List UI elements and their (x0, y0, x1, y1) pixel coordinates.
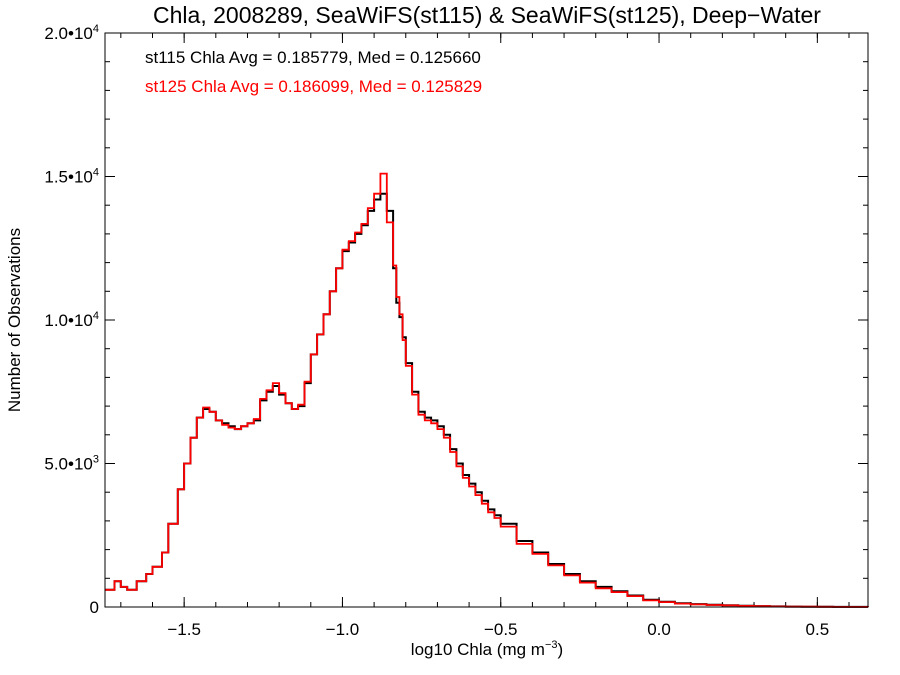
x-tick-label: 0.5 (806, 620, 830, 639)
x-axis-label-main: log10 Chla (mg m (411, 640, 545, 659)
x-tick-label: 0.0 (647, 620, 671, 639)
x-tick-label: −0.5 (484, 620, 518, 639)
x-tick-label: −1.0 (326, 620, 360, 639)
y-tick-label: 1.0•104 (44, 310, 99, 330)
series-st115-line (105, 192, 868, 608)
plot-frame (104, 32, 869, 608)
st115-stats-annotation: st115 Chla Avg = 0.185779, Med = 0.12566… (145, 48, 481, 67)
y-tick-labels: 0 5.0•103 1.0•104 1.5•104 2.0•104 (44, 23, 99, 617)
y-axis-label: Number of Observations (5, 228, 24, 412)
series-st125-line (105, 172, 869, 608)
x-tick-label: −1.5 (167, 620, 201, 639)
y-tick-label: 1.5•104 (44, 167, 99, 187)
st125-stats-annotation: st125 Chla Avg = 0.186099, Med = 0.12582… (145, 77, 482, 96)
y-tick-label: 0 (90, 598, 99, 617)
x-axis-label-end: ) (558, 640, 564, 659)
y-tick-label: 2.0•104 (44, 23, 99, 43)
axis-ticks (105, 32, 868, 608)
x-axis-label: log10 Chla (mg m−3) (411, 639, 563, 659)
y-tick-label: 5.0•103 (44, 454, 99, 474)
x-tick-labels: −1.5 −1.0 −0.5 0.0 0.5 (167, 620, 829, 639)
series-layer (105, 172, 869, 608)
chart-title: Chla, 2008289, SeaWiFS(st115) & SeaWiFS(… (153, 2, 821, 28)
x-axis-label-superscript: −3 (545, 639, 558, 651)
